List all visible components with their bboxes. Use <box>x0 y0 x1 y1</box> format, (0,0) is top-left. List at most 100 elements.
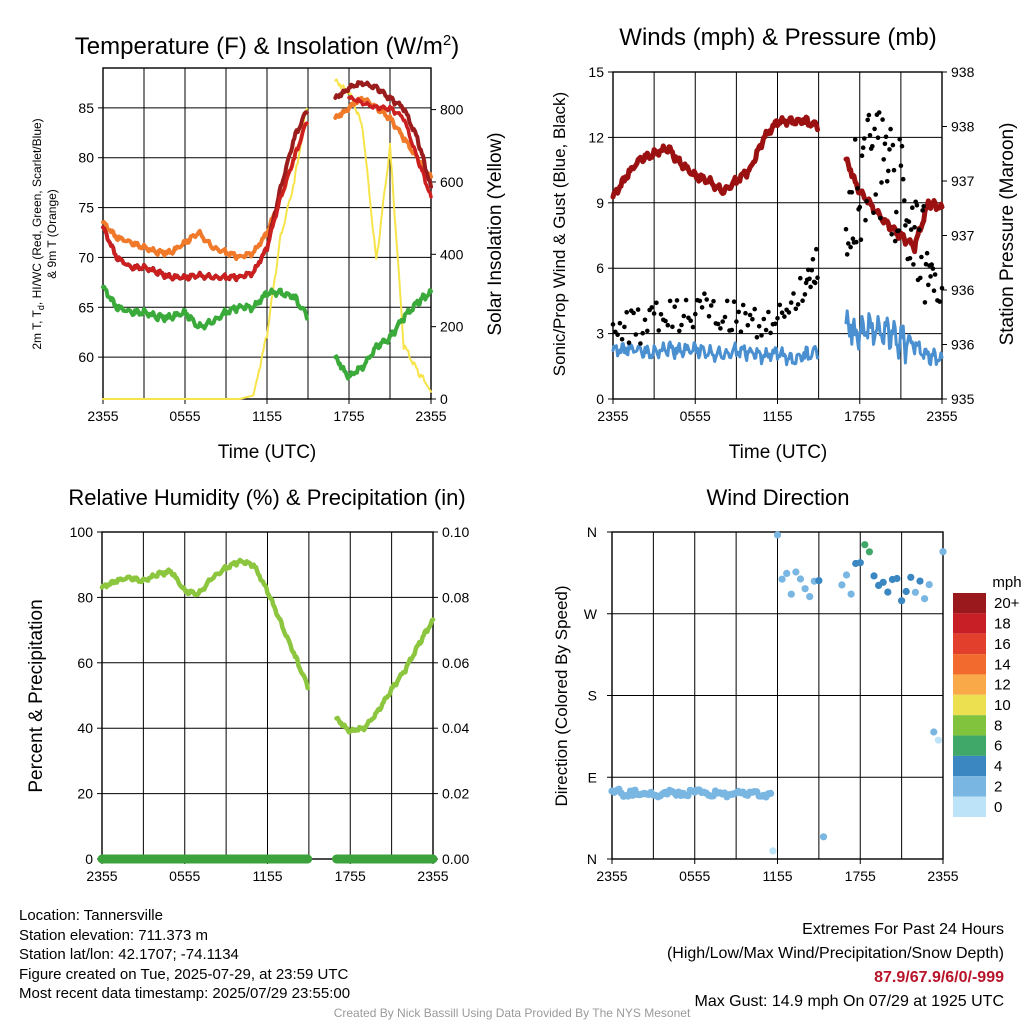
gust-point <box>731 299 737 305</box>
colorbar-label: 12 <box>994 677 1011 694</box>
gust-point <box>903 223 908 228</box>
direction-tick-label: S <box>588 688 597 704</box>
gust-point <box>679 322 684 328</box>
colorbar-swatch <box>953 776 986 797</box>
speed-colorbar: 20+ 18 16 14 12 10 8 6 4 2 0 <box>953 593 1020 817</box>
temperature-title: Temperature (F) & Insolation (W/m2) <box>75 32 459 60</box>
temperature-panel: 60 65 70 75 80 85 0 200 400 600 800 2355 0555 1155 175… <box>78 67 464 424</box>
figure-created: Figure created on Tue, 2025-07-29, at 23… <box>19 965 349 983</box>
left-y-tick-label: 6 <box>596 260 604 276</box>
x-tick-label: 1755 <box>333 408 364 424</box>
gust-point <box>708 303 714 308</box>
x-tick-label: 2355 <box>597 408 628 424</box>
gust-point <box>690 324 696 330</box>
colorbar-title: mph <box>992 574 1021 591</box>
colorbar-label: 0 <box>994 799 1002 816</box>
gust-point <box>610 322 616 327</box>
wind-speed-line <box>611 309 944 367</box>
gust-point <box>772 321 778 327</box>
gust-point <box>921 204 926 209</box>
gust-point <box>622 324 627 330</box>
gust-point <box>886 168 891 174</box>
wind-direction-point <box>769 847 777 855</box>
winds-ylabel: Sonic/Prop Wind & Gust (Blue, Black) <box>550 92 569 376</box>
gust-point <box>702 291 707 297</box>
left-y-tick-label: 12 <box>588 129 604 145</box>
left-y-tick-label: 80 <box>78 150 94 166</box>
gust-point <box>931 288 937 294</box>
gust-point <box>752 306 757 312</box>
gust-point <box>656 328 661 333</box>
station-latlon: Station lat/lon: 42.1707; -74.1134 <box>19 946 239 963</box>
gust-point <box>745 323 751 328</box>
gust-point <box>677 328 682 334</box>
wind-direction-point <box>838 581 846 589</box>
right-y-tick-label: 0 <box>440 391 448 407</box>
gust-point <box>898 163 904 168</box>
left-y-tick-label: 65 <box>78 299 94 315</box>
gust-point <box>902 198 907 203</box>
gust-point <box>775 315 780 321</box>
right-y-tick-label: 0.06 <box>442 655 469 671</box>
gust-point <box>779 310 785 316</box>
direction-tick-label: N <box>587 851 597 867</box>
gust-point <box>699 305 705 310</box>
x-tick-label: 2355 <box>415 408 446 424</box>
gust-point <box>846 241 851 246</box>
gust-point <box>870 144 875 149</box>
gust-point <box>920 208 925 213</box>
gust-point <box>704 297 709 302</box>
gust-point <box>715 321 721 327</box>
gust-point <box>670 324 675 330</box>
x-tick-label: 2355 <box>596 868 627 884</box>
gust-point <box>638 341 643 346</box>
gust-point <box>683 297 689 303</box>
humidity-panel: 0 20 40 60 80 100 0.00 0.02 0.04 0.06 0.08 0.10 2355… <box>70 524 470 884</box>
gust-point <box>866 112 872 118</box>
gust-point <box>814 246 819 252</box>
gust-point <box>798 275 803 281</box>
gust-point <box>912 225 917 230</box>
gust-point <box>924 250 930 256</box>
gust-point <box>892 238 898 244</box>
gust-point <box>642 317 648 323</box>
wind-direction-point <box>767 789 775 798</box>
colorbar-swatch <box>953 796 986 817</box>
gust-point <box>907 255 913 261</box>
direction-ylabel: Direction (Colored By Speed) <box>552 585 571 806</box>
gust-point <box>619 337 625 342</box>
gust-point <box>782 314 787 319</box>
humidity-ylabel: Percent & Precipitation <box>26 599 47 792</box>
gust-point <box>930 266 936 271</box>
gust-point <box>872 126 877 132</box>
wind-direction-point <box>787 590 795 598</box>
gust-point <box>937 299 942 304</box>
wind-direction-point <box>847 590 855 598</box>
gust-point <box>888 126 893 132</box>
right-y-tick-label: 936 <box>951 282 975 298</box>
station-elevation: Station elevation: 711.373 m <box>19 926 209 944</box>
gust-point <box>882 141 888 147</box>
gust-point <box>864 199 869 204</box>
gust-point <box>862 136 867 141</box>
wind-direction-point <box>861 541 869 549</box>
gust-point <box>807 276 812 282</box>
colorbar-label: 8 <box>994 717 1002 734</box>
colorbar-swatch <box>953 613 986 634</box>
colorbar-label: 18 <box>994 616 1011 633</box>
gust-point <box>743 310 748 316</box>
wind-direction-point <box>796 575 805 583</box>
direction-title: Wind Direction <box>706 485 849 510</box>
gust-point <box>878 215 883 221</box>
right-y-tick-label: 600 <box>440 174 464 190</box>
gust-point <box>631 310 636 316</box>
wind-direction-point <box>684 792 692 800</box>
gust-point <box>916 227 922 232</box>
gust-point <box>761 316 767 322</box>
gust-point <box>871 210 876 216</box>
extremes-values: 87.9/67.9/6/0/-999 <box>874 969 1004 986</box>
x-tick-label: 1155 <box>252 408 282 424</box>
gust-point <box>891 167 897 173</box>
gust-point <box>926 282 931 288</box>
x-tick-label: 2355 <box>927 868 958 884</box>
